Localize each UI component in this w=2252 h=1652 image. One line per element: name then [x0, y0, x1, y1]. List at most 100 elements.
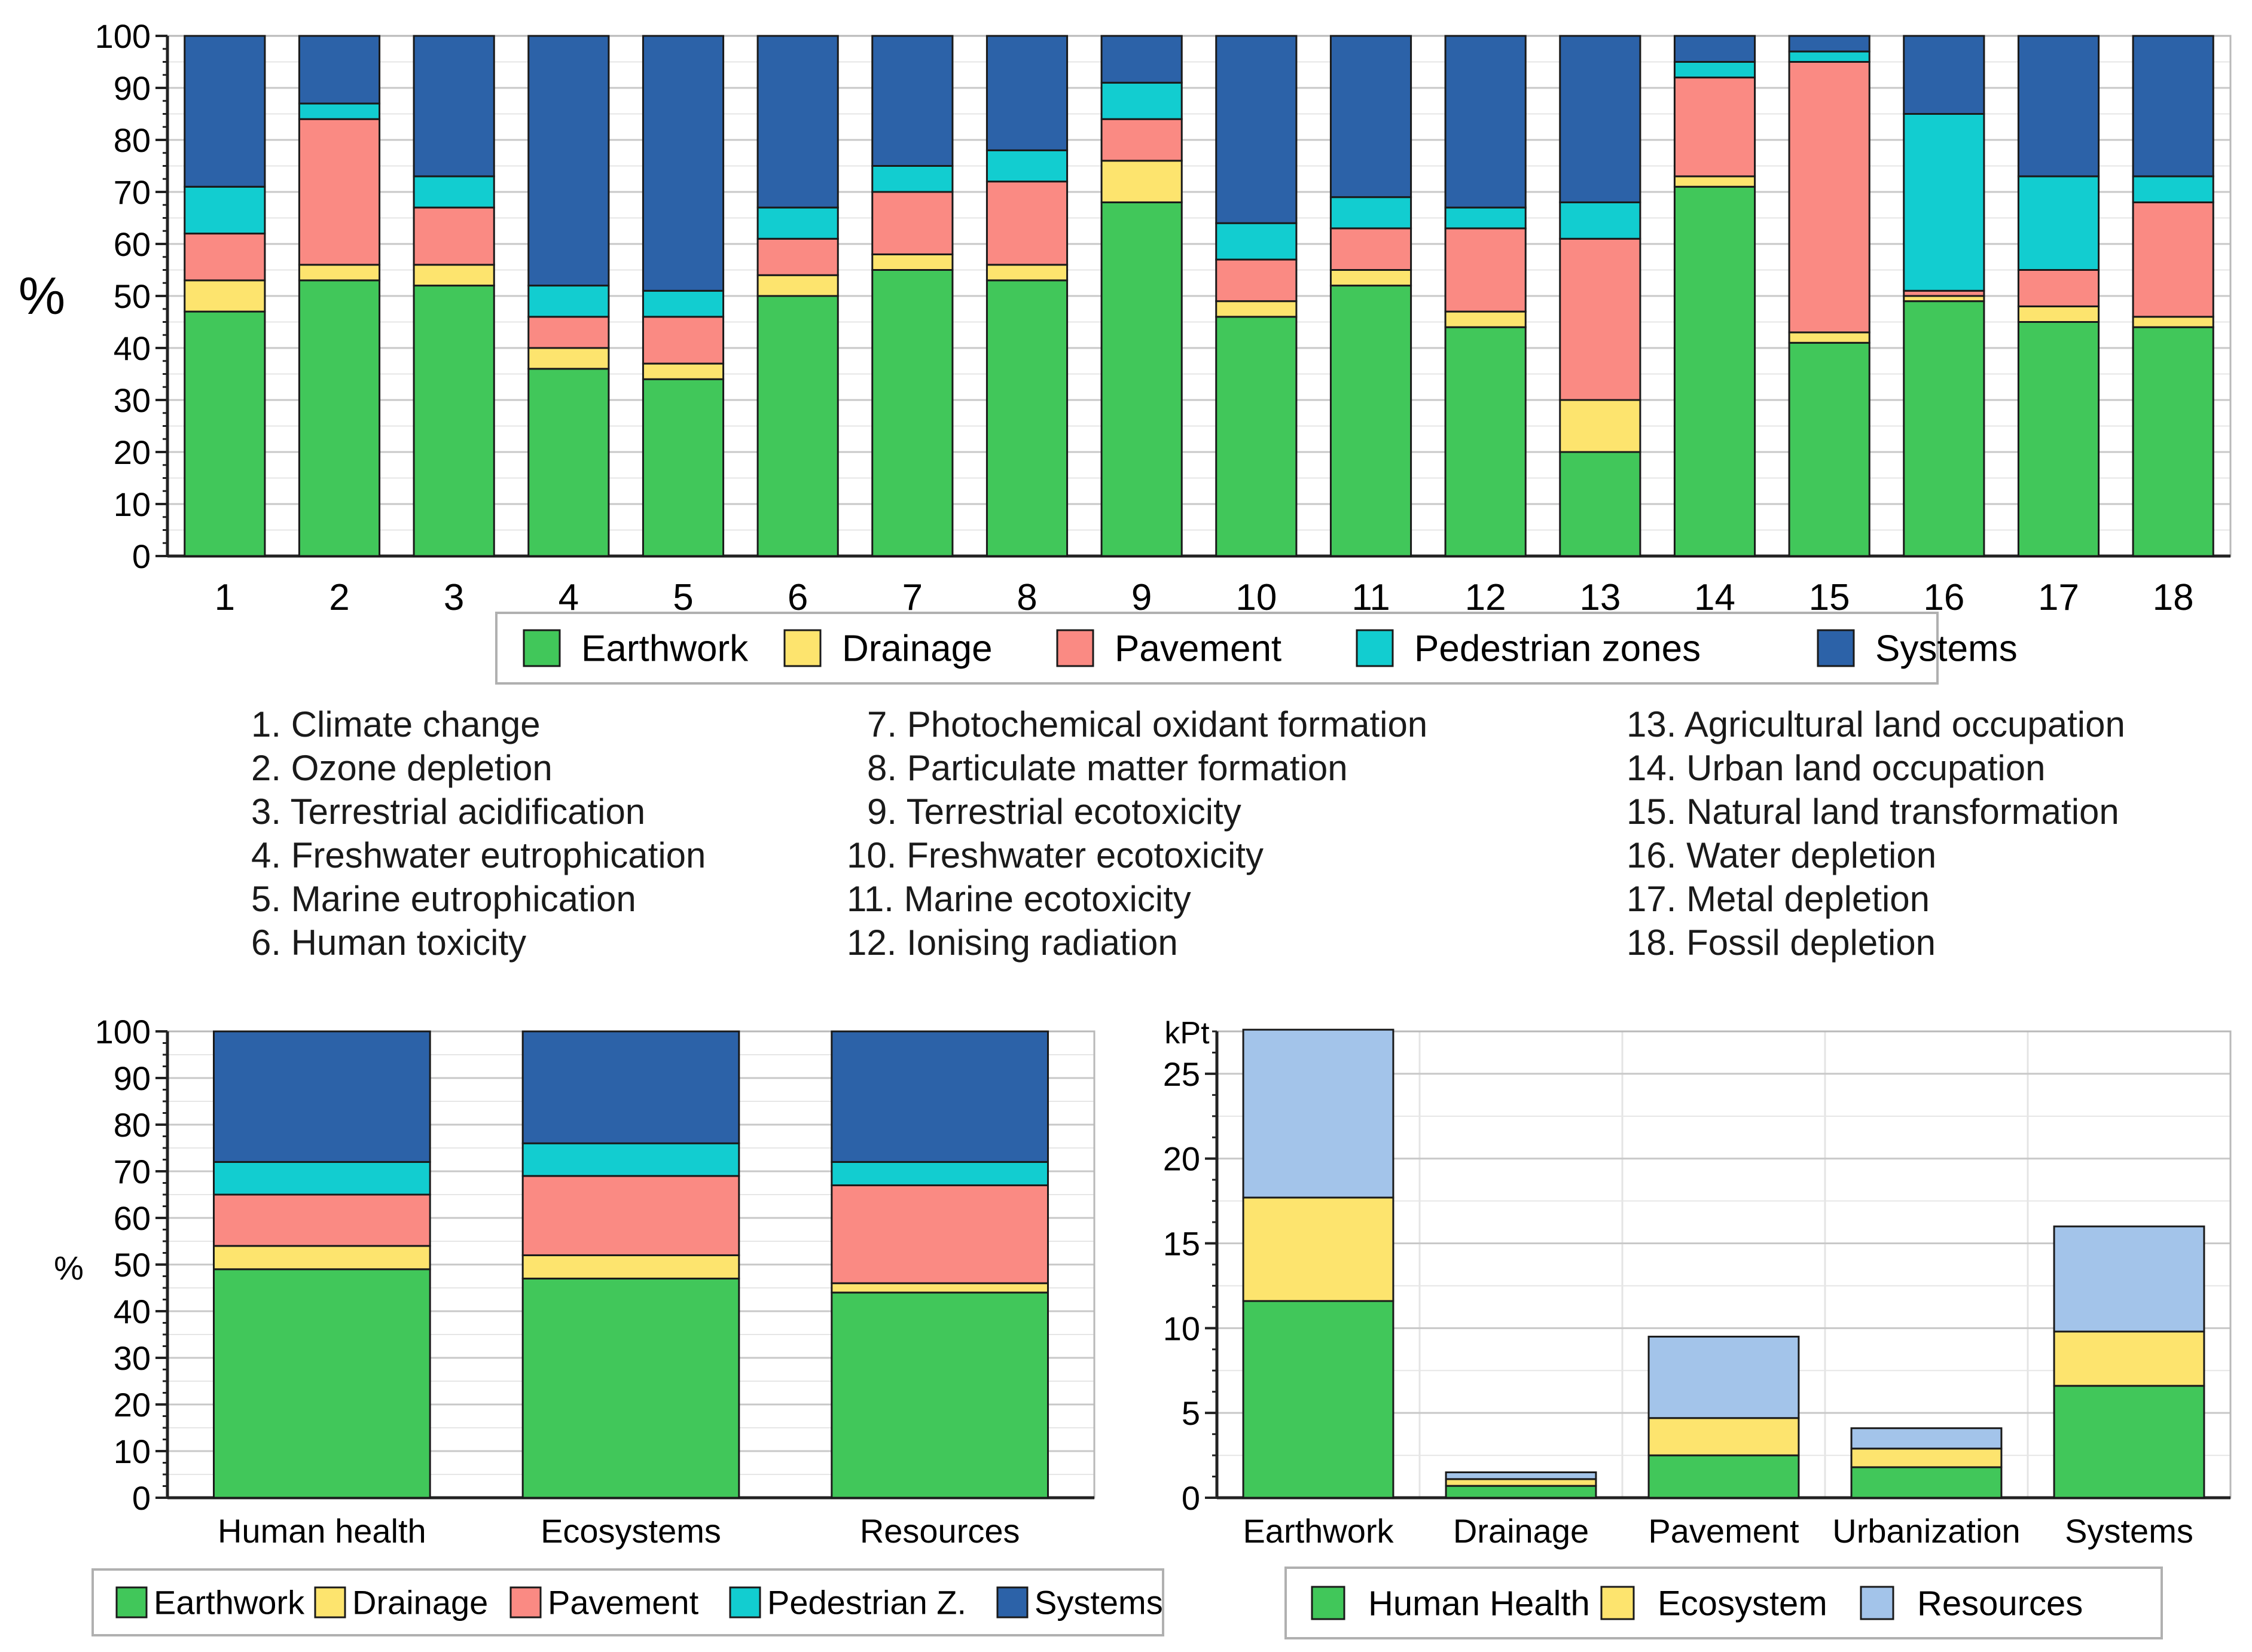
bar-segment-pedestrian-z [831, 1161, 1049, 1186]
bar-segment-systems [2132, 35, 2214, 178]
bar-segment-resources [2053, 1225, 2205, 1333]
impact-category-item: 16. Water depletion [1627, 835, 1936, 875]
legend-swatch-pavement [1056, 629, 1094, 667]
bar-segment-systems [871, 35, 954, 167]
bar-segment-systems [1444, 35, 1527, 209]
bar-stack-drainage [1445, 1471, 1597, 1499]
legend-swatch-ecosystem [1600, 1586, 1635, 1620]
bar-segment-pavement [1444, 227, 1527, 313]
bar-segment-resources [1647, 1336, 1800, 1419]
bar-stack-5 [642, 35, 725, 557]
bar-segment-drainage [298, 264, 381, 282]
bar-segment-ecosystem [1242, 1196, 1394, 1302]
bar-stack-human-health [213, 1030, 431, 1499]
bar-segment-ecosystem [1647, 1417, 1800, 1456]
y-tick-label: 10 [114, 485, 151, 523]
x-tick-label: 4 [559, 577, 579, 618]
bar-segment-pavement [1559, 237, 1641, 401]
bar-segment-pavement [1215, 258, 1298, 303]
legend-label-systems: Systems [1875, 628, 2018, 670]
bar-segment-earthwork [521, 1277, 740, 1499]
bar-segment-ecosystem [1850, 1448, 2003, 1468]
y-tick-label: 70 [114, 1153, 151, 1190]
y-tick-label: 90 [114, 1059, 151, 1097]
bar-segment-pedestrian-z [213, 1161, 431, 1196]
bar-segment-systems [184, 35, 266, 188]
impact-category-item: 1. Climate change [251, 704, 541, 744]
y-tick-label: 100 [95, 1013, 151, 1051]
bar-segment-pedestrian-zones [642, 289, 725, 318]
bar-segment-systems [1673, 35, 1756, 63]
y-tick-label: 80 [114, 1106, 151, 1144]
impact-category-item: 11. Marine ecotoxicity [847, 879, 1191, 919]
bar-segment-pavement [831, 1184, 1049, 1284]
bar-segment-pedestrian-zones [1788, 50, 1870, 63]
bar-segment-systems [527, 35, 610, 287]
bar-segment-systems [1329, 35, 1412, 199]
y-tick-label: 90 [114, 69, 151, 107]
x-tick-label: Systems [2065, 1512, 2193, 1550]
bar-stack-10 [1215, 35, 1298, 557]
impact-category-item: 13. Agricultural land occupation [1627, 704, 2125, 744]
bar-segment-systems [1215, 35, 1298, 224]
legend-swatch-drainage [314, 1586, 346, 1619]
y-tick-label: 5 [1182, 1394, 1200, 1432]
endpoint-kpt-stacked-bar-chart: 0 5 10 15 20 25 kPt Earthwork Drainage Pavement Ur… [1163, 1016, 2232, 1550]
bar-stack-11 [1329, 35, 1412, 557]
legend-swatch-pavement [509, 1586, 542, 1619]
bar-segment-systems [213, 1030, 431, 1163]
x-tick-label: 10 [1235, 577, 1277, 618]
bar-segment-systems [1788, 35, 1870, 53]
y-tick-label: 60 [114, 1199, 151, 1237]
bar-segment-drainage [1673, 175, 1756, 188]
x-tick-label: Resources [860, 1512, 1020, 1550]
x-tick-label: 7 [902, 577, 923, 618]
bar-segment-pavement [642, 316, 725, 365]
bar-segment-earthwork [1673, 185, 1756, 557]
bar-segment-resources [1445, 1471, 1597, 1480]
bar-segment-pedestrian-zones [1329, 196, 1412, 230]
x-tick-label: 3 [444, 577, 464, 618]
y-tick-label: 25 [1163, 1055, 1200, 1093]
bar-segment-pedestrian-zones [1903, 113, 1985, 292]
impact-category-item: 2. Ozone depletion [251, 748, 553, 788]
bar-segment-pavement [1788, 61, 1870, 334]
impact-category-item: 4. Freshwater eutrophication [251, 835, 706, 875]
y-tick-label: 10 [1163, 1309, 1200, 1347]
x-tick-label: 9 [1131, 577, 1152, 618]
bar-segment-pedestrian-zones [1100, 81, 1183, 120]
bar-segment-drainage [213, 1245, 431, 1271]
bar-segment-drainage [642, 362, 725, 380]
impact-category-item: 7. Photochemical oxidant formation [867, 704, 1427, 744]
bar-segment-pavement [213, 1193, 431, 1247]
bar-segment-resources [1850, 1427, 2003, 1450]
bar-segment-pavement [2132, 201, 2214, 318]
bar-segment-earthwork [1559, 451, 1641, 557]
bar-segment-drainage [413, 264, 495, 287]
y-tick-label: 20 [114, 1386, 151, 1424]
bar-stack-pavement [1647, 1336, 1800, 1499]
bar-segment-human-health [1850, 1466, 2003, 1499]
bar-segment-earthwork [756, 295, 839, 557]
legend-label-earthwork: Earthwork [154, 1584, 305, 1622]
bar-segment-pedestrian-zones [527, 285, 610, 318]
legend-label-ecosystem: Ecosystem [1658, 1584, 1827, 1623]
y-tick-label: 40 [114, 329, 151, 367]
endpoint-percent-legend: Earthwork Drainage Pavement Pedestrian Z. Sy… [91, 1568, 1164, 1636]
bar-segment-systems [1559, 35, 1641, 203]
bar-stack-8 [985, 35, 1069, 557]
y-tick-label: 50 [114, 1246, 151, 1284]
bar-segment-earthwork [1100, 201, 1183, 557]
bar-segment-drainage [1215, 300, 1298, 318]
bar-segment-earthwork [527, 368, 610, 557]
bar-segment-drainage [184, 279, 266, 313]
legend-swatch-human-health [1311, 1586, 1345, 1620]
bar-segment-pavement [413, 206, 495, 266]
impact-category-item: 17. Metal depletion [1627, 879, 1930, 919]
bar-segment-systems [831, 1030, 1049, 1163]
bar-stack-16 [1903, 35, 1985, 557]
bar-segment-drainage [985, 264, 1069, 282]
bar-segment-pedestrian-zones [1215, 222, 1298, 261]
